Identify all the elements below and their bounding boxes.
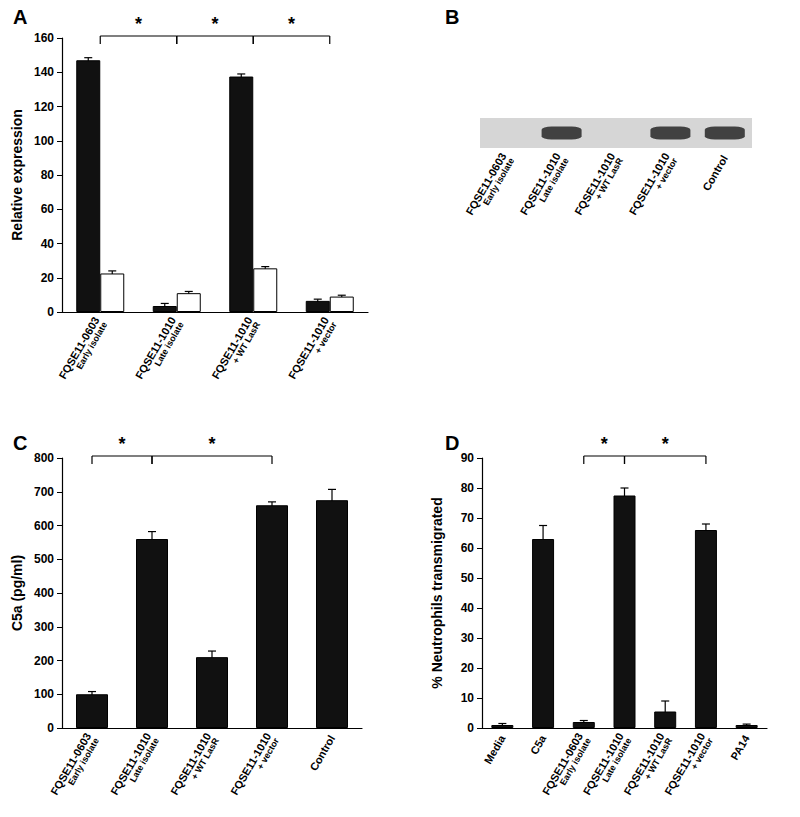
svg-text:40: 40 — [41, 237, 55, 251]
svg-text:FQSE11-0603: FQSE11-0603 — [56, 314, 102, 381]
svg-text:FQSE11-1010: FQSE11-1010 — [621, 730, 667, 797]
svg-text:FQSE11-1010: FQSE11-1010 — [285, 314, 331, 381]
svg-text:Control: Control — [700, 153, 730, 193]
svg-text:FQSE11-1010: FQSE11-1010 — [209, 314, 255, 381]
svg-text:FQSE11-0603: FQSE11-0603 — [539, 730, 586, 797]
svg-text:Early isolate: Early isolate — [66, 736, 101, 787]
svg-text:FQSE11-1010: FQSE11-1010 — [572, 150, 618, 217]
svg-text:200: 200 — [34, 654, 54, 668]
svg-text:+ vector: + vector — [255, 736, 281, 771]
svg-text:50: 50 — [461, 571, 475, 585]
svg-text:10: 10 — [461, 691, 475, 705]
svg-text:0: 0 — [47, 721, 54, 735]
svg-text:+ WT LasR: + WT LasR — [231, 320, 263, 365]
svg-text:*: * — [662, 434, 669, 454]
svg-text:*: * — [211, 14, 218, 34]
svg-text:% Neutrophils transmigrated: % Neutrophils transmigrated — [429, 497, 445, 688]
svg-text:700: 700 — [34, 485, 54, 499]
svg-text:*: * — [118, 434, 125, 454]
svg-text:100: 100 — [34, 687, 54, 701]
svg-text:20: 20 — [41, 271, 55, 285]
svg-text:140: 140 — [34, 65, 54, 79]
svg-text:FQSE11-0603: FQSE11-0603 — [48, 730, 94, 797]
svg-text:+ WT LasR: + WT LasR — [593, 156, 625, 201]
svg-text:FQSE11-1010: FQSE11-1010 — [517, 150, 563, 217]
svg-text:FQSE11-1010: FQSE11-1010 — [626, 150, 672, 217]
svg-text:+ vector: + vector — [313, 320, 339, 355]
svg-text:FQSE11-1010: FQSE11-1010 — [662, 730, 708, 797]
svg-text:80: 80 — [461, 481, 475, 495]
svg-text:FQSE11-1010: FQSE11-1010 — [168, 730, 214, 797]
svg-text:0: 0 — [467, 721, 474, 735]
svg-text:+ vector: + vector — [653, 156, 679, 191]
svg-text:800: 800 — [34, 451, 54, 465]
svg-text:FQSE11-1010: FQSE11-1010 — [228, 730, 274, 797]
svg-text:B: B — [445, 6, 459, 28]
svg-text:20: 20 — [461, 661, 475, 675]
svg-text:+ vector: + vector — [689, 736, 715, 771]
svg-text:Early isolate: Early isolate — [74, 320, 109, 371]
svg-text:PA14: PA14 — [728, 732, 752, 762]
svg-text:Relative expression: Relative expression — [9, 109, 25, 241]
svg-text:Media: Media — [482, 732, 508, 766]
svg-text:0: 0 — [47, 305, 54, 319]
svg-text:C5a (pg/ml): C5a (pg/ml) — [9, 555, 25, 631]
svg-text:*: * — [288, 14, 295, 34]
svg-text:C: C — [13, 432, 27, 454]
svg-text:400: 400 — [34, 586, 54, 600]
svg-text:C5a: C5a — [528, 732, 549, 756]
svg-text:Early isolate: Early isolate — [557, 736, 593, 788]
svg-text:60: 60 — [461, 541, 475, 555]
svg-text:70: 70 — [461, 511, 475, 525]
svg-text:FQSE11-1010: FQSE11-1010 — [132, 314, 178, 381]
svg-text:Control: Control — [307, 733, 337, 773]
svg-text:FQSE11-1010: FQSE11-1010 — [580, 730, 626, 797]
svg-text:300: 300 — [34, 620, 54, 634]
svg-text:Late isolate: Late isolate — [537, 156, 570, 204]
svg-text:+ WT LasR: + WT LasR — [643, 736, 675, 781]
svg-text:600: 600 — [34, 519, 54, 533]
svg-text:A: A — [13, 6, 27, 28]
svg-text:30: 30 — [461, 631, 475, 645]
svg-text:Late isolate: Late isolate — [128, 736, 161, 784]
svg-text:120: 120 — [34, 100, 54, 114]
svg-text:Late isolate: Late isolate — [152, 320, 185, 368]
svg-text:160: 160 — [34, 31, 54, 45]
svg-text:Late isolate: Late isolate — [600, 736, 634, 785]
svg-text:*: * — [601, 434, 608, 454]
svg-text:60: 60 — [41, 202, 55, 216]
svg-text:90: 90 — [461, 451, 475, 465]
svg-text:*: * — [208, 434, 215, 454]
svg-text:FQSE11-0603: FQSE11-0603 — [463, 150, 509, 217]
svg-text:D: D — [445, 432, 459, 454]
svg-text:100: 100 — [34, 134, 54, 148]
svg-text:*: * — [135, 14, 142, 34]
svg-text:FQSE11-1010: FQSE11-1010 — [108, 730, 154, 797]
svg-text:40: 40 — [461, 601, 475, 615]
svg-text:500: 500 — [34, 552, 54, 566]
svg-text:+ WT LasR: + WT LasR — [189, 736, 221, 781]
svg-text:Early isolate: Early isolate — [481, 156, 516, 207]
svg-text:80: 80 — [41, 168, 55, 182]
